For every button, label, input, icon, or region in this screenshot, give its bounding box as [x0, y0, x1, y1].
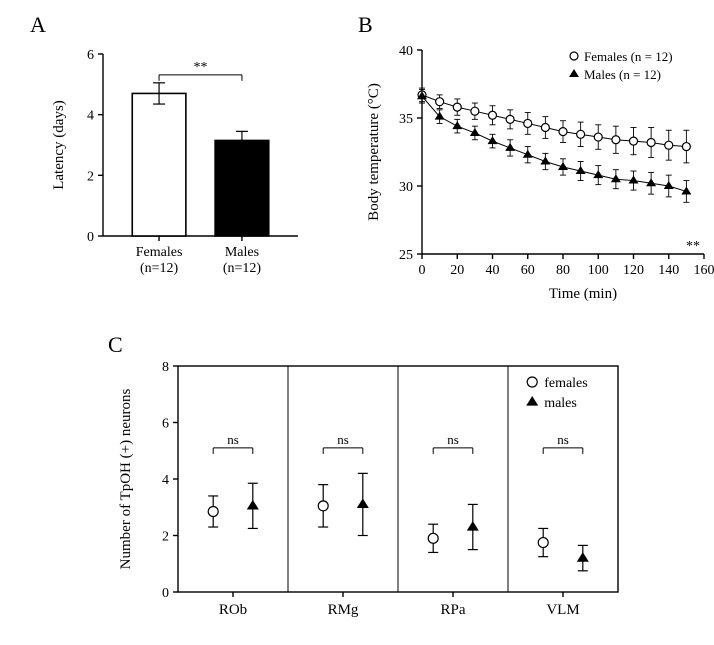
- svg-text:VLM: VLM: [546, 602, 579, 618]
- svg-text:0: 0: [87, 230, 94, 245]
- panel-b-chart: 25 30 35 40 0 20 40 60 80 100 120 140 160 Body temper…: [360, 36, 714, 316]
- svg-text:Females: Females: [136, 245, 183, 260]
- svg-text:4: 4: [162, 473, 169, 488]
- svg-text:RPa: RPa: [440, 602, 465, 618]
- svg-text:Number of TpOH (+) neurons: Number of TpOH (+) neurons: [118, 389, 134, 570]
- svg-text:35: 35: [399, 112, 413, 127]
- panel-c-chart: 0 2 4 6 8 Number of TpOH (+) neurons ROb RMg RPa…: [110, 352, 630, 642]
- svg-text:4: 4: [87, 109, 94, 124]
- svg-text:0: 0: [162, 586, 169, 601]
- svg-text:6: 6: [162, 417, 169, 432]
- svg-text:ns: ns: [337, 432, 349, 447]
- svg-text:120: 120: [623, 263, 644, 278]
- svg-text:100: 100: [588, 263, 609, 278]
- svg-text:Males (n = 12): Males (n = 12): [584, 67, 661, 82]
- svg-text:**: **: [194, 60, 208, 75]
- svg-text:(n=12): (n=12): [140, 261, 179, 276]
- svg-text:20: 20: [450, 263, 464, 278]
- svg-text:0: 0: [419, 263, 426, 278]
- svg-text:ROb: ROb: [219, 602, 247, 618]
- svg-text:RMg: RMg: [328, 602, 359, 618]
- svg-text:60: 60: [521, 263, 535, 278]
- svg-text:2: 2: [87, 169, 94, 184]
- svg-text:Latency (days): Latency (days): [51, 100, 67, 190]
- svg-text:30: 30: [399, 180, 413, 195]
- svg-text:**: **: [686, 239, 700, 254]
- svg-text:160: 160: [694, 263, 714, 278]
- svg-text:ns: ns: [557, 432, 569, 447]
- svg-text:(n=12): (n=12): [223, 261, 262, 276]
- panel-label-b: B: [358, 12, 373, 38]
- svg-text:ns: ns: [447, 432, 459, 447]
- svg-text:80: 80: [556, 263, 570, 278]
- svg-text:140: 140: [658, 263, 679, 278]
- svg-text:8: 8: [162, 360, 169, 375]
- svg-text:6: 6: [87, 48, 94, 63]
- svg-text:males: males: [544, 396, 577, 411]
- svg-text:Time (min): Time (min): [549, 286, 617, 302]
- svg-text:2: 2: [162, 530, 169, 545]
- svg-text:Body temperature (°C): Body temperature (°C): [366, 83, 382, 221]
- svg-text:40: 40: [486, 263, 500, 278]
- svg-text:Females (n = 12): Females (n = 12): [584, 49, 673, 64]
- svg-text:Males: Males: [225, 245, 259, 260]
- panel-a-chart: 0246Latency (days)Females(n=12)Males(n=1…: [48, 36, 308, 306]
- svg-text:females: females: [544, 376, 588, 391]
- svg-text:40: 40: [399, 44, 413, 59]
- svg-text:ns: ns: [227, 432, 239, 447]
- svg-text:25: 25: [399, 248, 413, 263]
- panel-label-a: A: [30, 12, 46, 38]
